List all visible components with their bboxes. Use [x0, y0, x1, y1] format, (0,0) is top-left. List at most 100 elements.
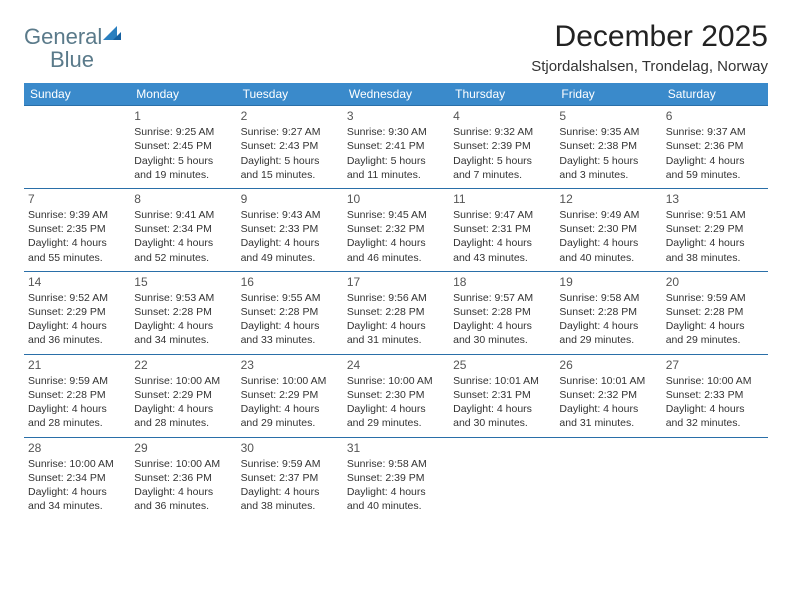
- sunset-text: Sunset: 2:32 PM: [559, 388, 657, 402]
- daylight-text: Daylight: 4 hours and 40 minutes.: [347, 485, 445, 513]
- day-number: 30: [241, 440, 339, 456]
- sunrise-text: Sunrise: 9:58 AM: [347, 457, 445, 471]
- sunrise-text: Sunrise: 10:01 AM: [453, 374, 551, 388]
- sunrise-text: Sunrise: 9:25 AM: [134, 125, 232, 139]
- sunrise-text: Sunrise: 10:00 AM: [347, 374, 445, 388]
- daylight-text: Daylight: 4 hours and 33 minutes.: [241, 319, 339, 347]
- calendar-cell: 4Sunrise: 9:32 AMSunset: 2:39 PMDaylight…: [449, 106, 555, 189]
- sunrise-text: Sunrise: 9:59 AM: [28, 374, 126, 388]
- day-number: 20: [666, 274, 764, 290]
- logo-word2: Blue: [50, 47, 94, 72]
- sunrise-text: Sunrise: 9:37 AM: [666, 125, 764, 139]
- calendar-cell: 22Sunrise: 10:00 AMSunset: 2:29 PMDaylig…: [130, 354, 236, 437]
- sunset-text: Sunset: 2:31 PM: [453, 388, 551, 402]
- sunset-text: Sunset: 2:36 PM: [666, 139, 764, 153]
- sunset-text: Sunset: 2:29 PM: [666, 222, 764, 236]
- sunrise-text: Sunrise: 9:43 AM: [241, 208, 339, 222]
- daylight-text: Daylight: 4 hours and 34 minutes.: [134, 319, 232, 347]
- day-number: 28: [28, 440, 126, 456]
- sunset-text: Sunset: 2:45 PM: [134, 139, 232, 153]
- day-number: 3: [347, 108, 445, 124]
- calendar-page: General Blue December 2025 Stjordalshals…: [0, 0, 792, 539]
- calendar-cell: 20Sunrise: 9:59 AMSunset: 2:28 PMDayligh…: [662, 271, 768, 354]
- daylight-text: Daylight: 4 hours and 28 minutes.: [28, 402, 126, 430]
- daylight-text: Daylight: 5 hours and 11 minutes.: [347, 154, 445, 182]
- daylight-text: Daylight: 4 hours and 36 minutes.: [28, 319, 126, 347]
- calendar-cell: 18Sunrise: 9:57 AMSunset: 2:28 PMDayligh…: [449, 271, 555, 354]
- daylight-text: Daylight: 4 hours and 29 minutes.: [241, 402, 339, 430]
- weekday-header: Wednesday: [343, 83, 449, 106]
- sunset-text: Sunset: 2:29 PM: [241, 388, 339, 402]
- sunrise-text: Sunrise: 9:27 AM: [241, 125, 339, 139]
- sunset-text: Sunset: 2:30 PM: [559, 222, 657, 236]
- sunrise-text: Sunrise: 9:56 AM: [347, 291, 445, 305]
- sunrise-text: Sunrise: 9:32 AM: [453, 125, 551, 139]
- daylight-text: Daylight: 4 hours and 46 minutes.: [347, 236, 445, 264]
- sunset-text: Sunset: 2:39 PM: [453, 139, 551, 153]
- logo: General Blue: [24, 26, 121, 72]
- sunset-text: Sunset: 2:29 PM: [28, 305, 126, 319]
- sunset-text: Sunset: 2:31 PM: [453, 222, 551, 236]
- sunrise-text: Sunrise: 10:00 AM: [241, 374, 339, 388]
- daylight-text: Daylight: 4 hours and 43 minutes.: [453, 236, 551, 264]
- sunset-text: Sunset: 2:34 PM: [28, 471, 126, 485]
- sunset-text: Sunset: 2:28 PM: [347, 305, 445, 319]
- sunset-text: Sunset: 2:38 PM: [559, 139, 657, 153]
- day-number: 27: [666, 357, 764, 373]
- sunset-text: Sunset: 2:41 PM: [347, 139, 445, 153]
- logo-triangle2-icon: [113, 32, 121, 40]
- day-number: 8: [134, 191, 232, 207]
- daylight-text: Daylight: 4 hours and 52 minutes.: [134, 236, 232, 264]
- daylight-text: Daylight: 4 hours and 29 minutes.: [666, 319, 764, 347]
- sunset-text: Sunset: 2:37 PM: [241, 471, 339, 485]
- sunset-text: Sunset: 2:28 PM: [241, 305, 339, 319]
- sunrise-text: Sunrise: 9:55 AM: [241, 291, 339, 305]
- day-number: 31: [347, 440, 445, 456]
- sunrise-text: Sunrise: 9:30 AM: [347, 125, 445, 139]
- day-number: 14: [28, 274, 126, 290]
- day-number: 13: [666, 191, 764, 207]
- calendar-cell: 15Sunrise: 9:53 AMSunset: 2:28 PMDayligh…: [130, 271, 236, 354]
- day-number: 16: [241, 274, 339, 290]
- weekday-header: Friday: [555, 83, 661, 106]
- daylight-text: Daylight: 4 hours and 55 minutes.: [28, 236, 126, 264]
- daylight-text: Daylight: 4 hours and 31 minutes.: [559, 402, 657, 430]
- day-number: 1: [134, 108, 232, 124]
- calendar-cell: 26Sunrise: 10:01 AMSunset: 2:32 PMDaylig…: [555, 354, 661, 437]
- sunset-text: Sunset: 2:43 PM: [241, 139, 339, 153]
- calendar-cell: 1Sunrise: 9:25 AMSunset: 2:45 PMDaylight…: [130, 106, 236, 189]
- day-number: 7: [28, 191, 126, 207]
- calendar-cell: 3Sunrise: 9:30 AMSunset: 2:41 PMDaylight…: [343, 106, 449, 189]
- calendar-cell: 9Sunrise: 9:43 AMSunset: 2:33 PMDaylight…: [237, 188, 343, 271]
- daylight-text: Daylight: 4 hours and 38 minutes.: [241, 485, 339, 513]
- calendar-cell: 16Sunrise: 9:55 AMSunset: 2:28 PMDayligh…: [237, 271, 343, 354]
- daylight-text: Daylight: 4 hours and 30 minutes.: [453, 402, 551, 430]
- weekday-header: Sunday: [24, 83, 130, 106]
- sunset-text: Sunset: 2:28 PM: [559, 305, 657, 319]
- calendar-row: 28Sunrise: 10:00 AMSunset: 2:34 PMDaylig…: [24, 437, 768, 519]
- sunrise-text: Sunrise: 9:39 AM: [28, 208, 126, 222]
- sunrise-text: Sunrise: 9:45 AM: [347, 208, 445, 222]
- weekday-header: Monday: [130, 83, 236, 106]
- sunrise-text: Sunrise: 9:59 AM: [241, 457, 339, 471]
- calendar-cell: 27Sunrise: 10:00 AMSunset: 2:33 PMDaylig…: [662, 354, 768, 437]
- day-number: 24: [347, 357, 445, 373]
- day-number: 17: [347, 274, 445, 290]
- calendar-cell: 29Sunrise: 10:00 AMSunset: 2:36 PMDaylig…: [130, 437, 236, 519]
- day-number: 22: [134, 357, 232, 373]
- day-number: 29: [134, 440, 232, 456]
- calendar-cell: [449, 437, 555, 519]
- day-number: 26: [559, 357, 657, 373]
- location-text: Stjordalshalsen, Trondelag, Norway: [531, 58, 768, 75]
- calendar-cell: 14Sunrise: 9:52 AMSunset: 2:29 PMDayligh…: [24, 271, 130, 354]
- day-number: 25: [453, 357, 551, 373]
- sunrise-text: Sunrise: 10:00 AM: [666, 374, 764, 388]
- daylight-text: Daylight: 4 hours and 59 minutes.: [666, 154, 764, 182]
- daylight-text: Daylight: 4 hours and 29 minutes.: [347, 402, 445, 430]
- calendar-cell: 28Sunrise: 10:00 AMSunset: 2:34 PMDaylig…: [24, 437, 130, 519]
- day-number: 5: [559, 108, 657, 124]
- sunrise-text: Sunrise: 10:00 AM: [134, 374, 232, 388]
- calendar-cell: 13Sunrise: 9:51 AMSunset: 2:29 PMDayligh…: [662, 188, 768, 271]
- logo-word1: General: [24, 24, 102, 49]
- day-number: 4: [453, 108, 551, 124]
